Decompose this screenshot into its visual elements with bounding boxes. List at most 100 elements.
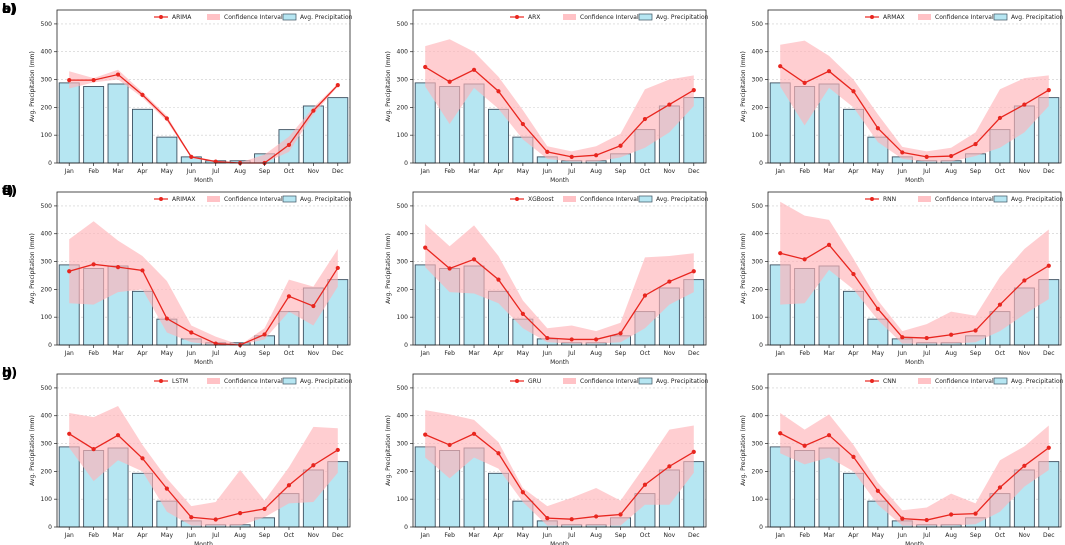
forecast-point <box>115 265 121 270</box>
forecast-point <box>496 89 501 94</box>
forecast-point <box>67 78 72 83</box>
confidence-band <box>69 405 338 526</box>
y-tick-label: 400 <box>41 231 53 238</box>
forecast-point <box>545 515 550 521</box>
forecast-point <box>471 67 477 72</box>
forecast-point <box>91 262 96 267</box>
y-tick-label: 100 <box>41 496 53 503</box>
x-tick-label: Nov <box>1019 532 1031 539</box>
x-tick-label: Aug <box>234 532 246 539</box>
legend-bar-swatch <box>282 377 297 385</box>
legend-line-marker <box>515 197 519 201</box>
y-tick-label: 200 <box>752 286 764 293</box>
forecast-point <box>164 116 169 121</box>
forecast-point <box>447 266 452 271</box>
x-axis-label: Month <box>194 541 213 545</box>
y-tick-label: 200 <box>752 104 764 111</box>
y-tick-label: 300 <box>41 441 53 448</box>
precip-bar <box>842 290 864 346</box>
plot-frame <box>767 9 1062 164</box>
forecast-point <box>900 516 905 521</box>
y-axis-label: Avg. Precipitation (mm) <box>385 233 392 304</box>
forecast-point <box>642 293 648 298</box>
y-tick-label: 300 <box>41 77 53 84</box>
forecast-point <box>826 69 832 74</box>
x-tick-label: Jan <box>64 532 74 539</box>
precip-bar <box>58 82 80 164</box>
legend-model-label: ARMAX <box>883 14 905 21</box>
legend-bar-swatch <box>638 13 653 21</box>
forecast-point <box>286 294 292 299</box>
y-tick-label: 200 <box>397 286 409 293</box>
forecast-line <box>779 432 1050 521</box>
plot-frame <box>412 9 707 164</box>
confidence-band <box>425 223 694 344</box>
y-axis-label: Avg. Precipitation (mm) <box>385 415 392 486</box>
forecast-point <box>423 64 428 70</box>
legend-line-marker <box>515 379 519 383</box>
forecast-point <box>826 433 832 438</box>
x-tick-label: Jun <box>897 168 908 175</box>
y-tick-label: 100 <box>41 314 53 321</box>
y-tick-label: 300 <box>752 259 764 266</box>
forecast-point <box>471 431 477 436</box>
x-tick-label: Jan <box>64 168 74 175</box>
x-tick-label: Sep <box>615 168 627 175</box>
x-tick-label: Feb <box>799 168 810 175</box>
y-tick-label: 500 <box>397 203 409 210</box>
forecast-point <box>1022 278 1027 283</box>
legend-ci-label: Confidence Interval <box>580 14 639 21</box>
forecast-point <box>189 154 194 159</box>
y-tick-label: 300 <box>397 77 409 84</box>
x-axis-label: Month <box>550 177 569 184</box>
y-tick-label: 0 <box>48 160 52 167</box>
x-tick-label: Jul <box>211 350 220 357</box>
chart-panel: a) 0 100 200 300 400 500 Jan Feb Mar Apr May Jun Jul A… <box>2 2 353 184</box>
forecast-point <box>851 89 856 94</box>
forecast-line <box>424 66 695 158</box>
forecast-point <box>802 257 807 262</box>
x-tick-label: Apr <box>848 168 859 175</box>
legend-precip-label: Avg. Precipitation <box>300 196 353 203</box>
x-tick-label: Jun <box>897 350 908 357</box>
chart-panel: g) 0 100 200 300 400 500 Jan Feb Mar Apr May Jun Jul A… <box>2 366 353 545</box>
forecast-line <box>424 247 695 341</box>
x-tick-label: Jun <box>542 168 553 175</box>
forecast-point <box>189 515 194 520</box>
y-tick-label: 400 <box>397 49 409 56</box>
forecast-line <box>68 433 339 521</box>
forecast-point <box>851 454 856 459</box>
legend-precip-label: Avg. Precipitation <box>1011 196 1064 203</box>
x-tick-label: Sep <box>970 350 982 357</box>
legend-ci-swatch <box>207 196 220 202</box>
forecast-point <box>311 463 316 468</box>
x-tick-label: Sep <box>259 532 271 539</box>
forecast-point <box>164 486 169 491</box>
forecast-point <box>826 242 832 247</box>
forecast-point <box>691 269 696 274</box>
forecast-point <box>642 116 648 122</box>
legend-model-label: XGBoost <box>528 196 554 203</box>
y-tick-label: 500 <box>41 21 53 28</box>
x-tick-label: Dec <box>1043 350 1055 357</box>
forecast-point <box>924 517 929 523</box>
x-tick-label: Aug <box>590 168 602 175</box>
y-tick-label: 300 <box>397 441 409 448</box>
x-tick-label: Aug <box>590 350 602 357</box>
plot-frame <box>767 191 1062 346</box>
y-tick-label: 0 <box>759 524 763 531</box>
forecast-point <box>997 302 1003 307</box>
x-tick-label: Sep <box>259 350 271 357</box>
x-tick-label: Oct <box>995 350 1006 357</box>
forecast-point <box>447 442 452 448</box>
legend-ci-swatch <box>918 378 931 384</box>
forecast-point <box>997 485 1003 490</box>
legend-bar-swatch <box>282 13 297 21</box>
legend-line-marker <box>870 379 874 383</box>
x-tick-label: May <box>517 532 530 539</box>
y-tick-label: 400 <box>752 231 764 238</box>
x-tick-label: Sep <box>259 168 271 175</box>
legend-ci-swatch <box>918 14 931 20</box>
y-tick-label: 400 <box>41 49 53 56</box>
x-tick-label: Oct <box>284 350 295 357</box>
